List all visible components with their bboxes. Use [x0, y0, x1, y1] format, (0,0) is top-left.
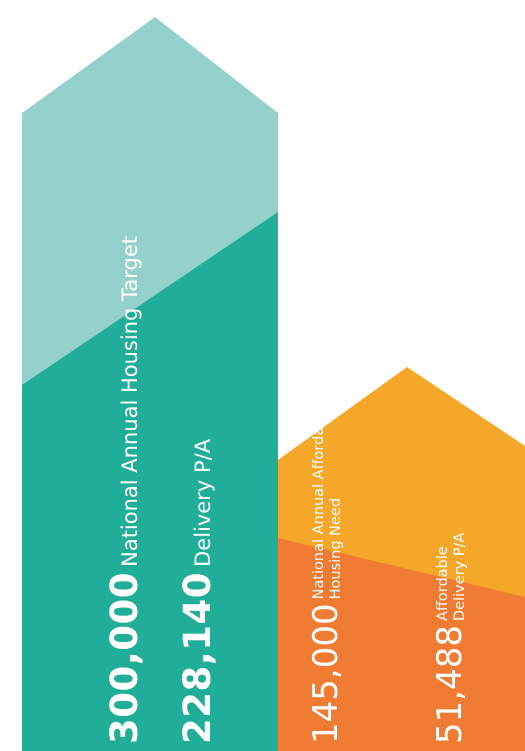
national-target-label: National Annual Housing Target: [118, 236, 142, 567]
affordable-delivery-text: 51,488 Affordable Delivery P/A: [430, 532, 470, 744]
affordable-target-value: 145,000: [306, 603, 346, 744]
affordable-target-label-line2: Housing Need: [327, 497, 344, 600]
national-delivery-label: Delivery P/A: [191, 438, 215, 567]
national-delivery-value: 228,140: [176, 571, 219, 744]
national-delivery-text: 228,140 Delivery P/A: [176, 439, 219, 744]
affordable-delivery-label-line2: Delivery P/A: [451, 532, 468, 622]
affordable-target-text: 145,000 National Annual Affordable Housi…: [306, 404, 346, 744]
affordable-target-label-line1: National Annual Affordable: [311, 404, 327, 600]
national-delivery-arrow: [22, 212, 278, 751]
affordable-delivery-value: 51,488: [430, 625, 470, 744]
affordable-delivery-arrow: [278, 538, 525, 751]
national-target-value: 300,000: [103, 571, 146, 744]
national-target-text: 300,000 National Annual Housing Target: [103, 236, 146, 744]
affordable-delivery-label-line1: Affordable: [435, 546, 451, 622]
